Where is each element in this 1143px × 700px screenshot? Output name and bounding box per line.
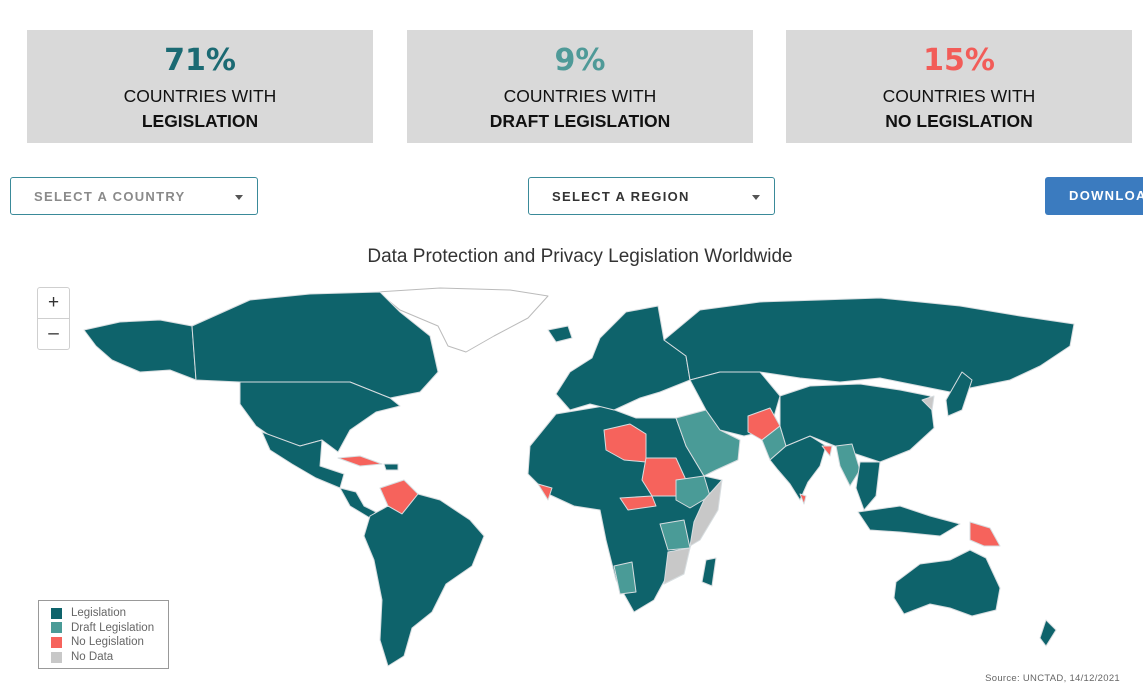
stat-legislation-line2: LEGISLATION — [141, 111, 259, 131]
region-china[interactable] — [779, 383, 935, 463]
region-somalia[interactable] — [689, 479, 723, 547]
legend-item-no-data: No Data — [51, 650, 168, 665]
region-central-america[interactable] — [339, 487, 377, 519]
map-legend: Legislation Draft Legislation No Legisla… — [38, 600, 169, 669]
region-indonesia[interactable] — [857, 505, 961, 537]
region-japan[interactable] — [945, 371, 973, 417]
stat-none-line1: COUNTRIES WITH — [882, 86, 1036, 106]
legend-swatch — [51, 607, 62, 619]
stat-draft-line2: DRAFT LEGISLATION — [489, 111, 671, 131]
region-madagascar[interactable] — [701, 557, 717, 587]
region-new-zealand[interactable] — [1039, 619, 1057, 647]
region-iceland[interactable] — [547, 325, 573, 343]
region-angola[interactable] — [613, 561, 637, 595]
chevron-down-icon — [235, 195, 243, 200]
region-west-africa[interactable] — [537, 483, 553, 501]
region-north-korea[interactable] — [921, 395, 935, 411]
stat-card-draft: 9% COUNTRIES WITH DRAFT LEGISLATION — [407, 30, 753, 143]
region-select-label: SELECT A REGION — [552, 189, 690, 204]
stat-legislation-line1: COUNTRIES WITH — [123, 86, 277, 106]
region-papua-new-guinea[interactable] — [969, 521, 1001, 547]
source-note: Source: UNCTAD, 14/12/2021 — [985, 673, 1120, 684]
region-horn-of-africa[interactable] — [675, 475, 711, 509]
region-cuba[interactable] — [337, 455, 383, 467]
region-usa[interactable] — [239, 381, 401, 453]
region-mozambique[interactable] — [663, 547, 691, 585]
region-south-america[interactable] — [363, 493, 485, 667]
stat-none-line2: NO LEGISLATION — [885, 111, 1033, 131]
region-sri-lanka[interactable] — [799, 493, 807, 505]
legend-swatch — [51, 622, 62, 634]
country-select-label: SELECT A COUNTRY — [34, 189, 186, 204]
region-greenland[interactable] — [377, 287, 549, 353]
legend-item-legislation: Legislation — [51, 606, 168, 621]
legend-label: Draft Legislation — [71, 621, 155, 634]
stat-card-legislation: 71% COUNTRIES WITH LEGISLATION — [27, 30, 373, 143]
region-caribbean[interactable] — [383, 463, 399, 471]
world-map[interactable] — [0, 278, 1143, 678]
region-southeast-asia[interactable] — [835, 443, 861, 487]
legend-label: No Legislation — [71, 636, 144, 649]
region-bangladesh[interactable] — [821, 445, 833, 457]
chevron-down-icon — [752, 195, 760, 200]
stat-none-value: 15% — [923, 43, 995, 78]
region-australia[interactable] — [893, 549, 1001, 617]
legend-label: No Data — [71, 651, 114, 664]
region-mexico[interactable] — [261, 431, 345, 489]
stat-draft-line1: COUNTRIES WITH — [503, 86, 657, 106]
country-select[interactable]: SELECT A COUNTRY — [10, 177, 258, 215]
legend-item-draft: Draft Legislation — [51, 621, 168, 636]
region-indochina[interactable] — [855, 461, 881, 511]
stat-draft-value: 9% — [554, 43, 606, 78]
zoom-out-button[interactable]: – — [37, 318, 70, 350]
legend-swatch — [51, 636, 62, 648]
map-title: Data Protection and Privacy Legislation … — [367, 246, 793, 267]
stat-legislation-value: 71% — [164, 43, 236, 78]
stat-card-no-legislation: 15% COUNTRIES WITH NO LEGISLATION — [786, 30, 1132, 143]
region-europe[interactable] — [555, 305, 691, 411]
region-alaska[interactable] — [83, 319, 197, 381]
legend-item-no-legislation: No Legislation — [51, 635, 168, 650]
legend-label: Legislation — [71, 607, 126, 620]
region-select[interactable]: SELECT A REGION — [528, 177, 775, 215]
region-central-africa[interactable] — [619, 495, 657, 511]
zoom-in-button[interactable]: + — [37, 287, 70, 319]
legend-swatch — [51, 651, 62, 663]
